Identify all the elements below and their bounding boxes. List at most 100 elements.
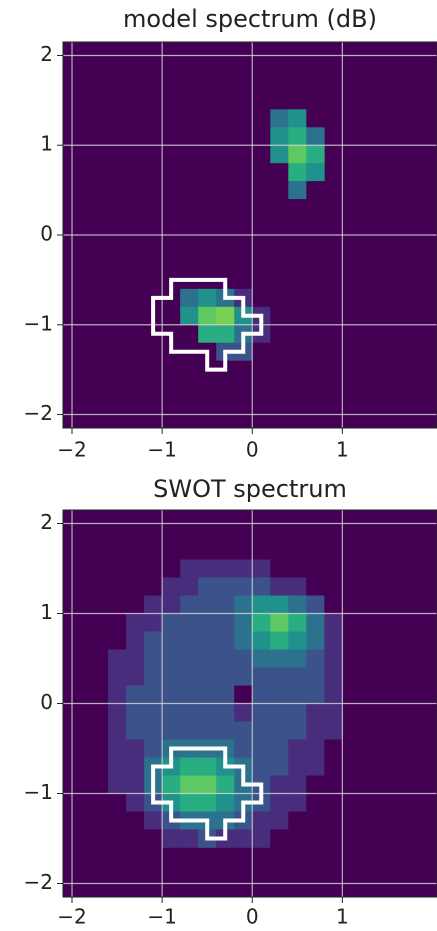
heat-cell [144, 721, 163, 740]
heat-cell [216, 631, 235, 650]
heat-cell [252, 739, 271, 758]
heat-cell [288, 217, 307, 236]
heat-cell [126, 667, 145, 686]
heat-cell [216, 559, 235, 578]
heat-cell [108, 829, 127, 848]
heat-cell [162, 235, 181, 254]
heat-cell [324, 739, 343, 758]
heat-cell [324, 577, 343, 596]
heat-cell [144, 811, 163, 830]
heat-cell [180, 109, 199, 128]
heat-cell [162, 360, 181, 379]
heat-cell [126, 829, 145, 848]
heat-cell [198, 324, 217, 344]
heat-cell [234, 577, 253, 596]
heat-cell [234, 703, 253, 722]
heat-cell [180, 703, 199, 722]
heat-cell [306, 199, 325, 218]
heat-cell [198, 145, 217, 164]
heat-cell [162, 775, 181, 794]
heat-cell [252, 721, 271, 740]
heat-cell [180, 145, 199, 164]
heat-cell [198, 595, 217, 614]
heat-cell [288, 703, 307, 722]
contour [151, 277, 264, 372]
heat-cell [180, 235, 199, 254]
heat-cell [216, 793, 235, 812]
heat-cell [306, 811, 325, 830]
heat-cell [270, 324, 289, 344]
heat-cell [180, 360, 199, 379]
heat-cell [324, 613, 343, 632]
heat-cell [288, 306, 307, 326]
heat-cell [162, 199, 181, 218]
y-tick-label: −1 [24, 311, 53, 335]
heat-cell [234, 181, 253, 200]
heat-cell [198, 577, 217, 596]
heat-cell [252, 667, 271, 686]
heat-cell [144, 631, 163, 650]
heat-cell [306, 775, 325, 794]
heat-cell [144, 667, 163, 686]
heat-cell [180, 324, 199, 344]
heat-cell [270, 181, 289, 200]
heat-cell [270, 306, 289, 326]
heat-cell [216, 306, 235, 326]
heat-cell [198, 793, 217, 812]
heat-cell [270, 577, 289, 596]
heat-cell [126, 595, 145, 614]
heat-cell [198, 163, 217, 182]
heat-cell [198, 127, 217, 146]
heat-cell [108, 649, 127, 668]
heat-cell [270, 757, 289, 776]
heat-cell [252, 163, 271, 182]
heat-cell [288, 288, 307, 308]
heat-cell [180, 577, 199, 596]
heat-cell [270, 703, 289, 722]
heat-cell [108, 739, 127, 758]
heat-cell [216, 235, 235, 254]
heat-cell [162, 631, 181, 650]
heat-cell [234, 631, 253, 650]
heat-cell [162, 595, 181, 614]
heat-cell [306, 595, 325, 614]
heat-cell [216, 721, 235, 740]
x-tick-label: 1 [336, 438, 349, 462]
y-tick-label: −1 [24, 780, 53, 804]
heat-cell [306, 649, 325, 668]
x-tick-label: −1 [147, 905, 176, 929]
heat-cell [216, 163, 235, 182]
heat-cell [144, 649, 163, 668]
heat-cell [270, 721, 289, 740]
heat-cell [288, 613, 307, 632]
y-tick-label: −2 [24, 401, 53, 425]
heat-cell [234, 559, 253, 578]
heat-cell [252, 270, 271, 290]
heat-cell [162, 145, 181, 164]
x-tick-label: −2 [57, 438, 86, 462]
heat-cell [126, 793, 145, 812]
heat-cell [198, 613, 217, 632]
heat-cell [288, 145, 307, 164]
heat-cell [180, 181, 199, 200]
heat-cell [288, 342, 307, 361]
heat-cell [270, 595, 289, 614]
heat-cell [270, 613, 289, 632]
heat-cell [180, 667, 199, 686]
heat-cell [270, 649, 289, 668]
heat-cell [270, 145, 289, 164]
heat-cell [234, 667, 253, 686]
heat-cell [162, 163, 181, 182]
heat-cell [234, 829, 253, 848]
heat-cell [270, 631, 289, 650]
heat-cell [180, 127, 199, 146]
heat-cell [234, 109, 253, 128]
heat-cell [198, 559, 217, 578]
heat-cell [216, 703, 235, 722]
heat-cell [324, 667, 343, 686]
heat-cell [216, 252, 235, 272]
heat-cell [144, 685, 163, 704]
heat-cell [216, 649, 235, 668]
heat-cell [270, 109, 289, 128]
heat-cell [306, 217, 325, 236]
